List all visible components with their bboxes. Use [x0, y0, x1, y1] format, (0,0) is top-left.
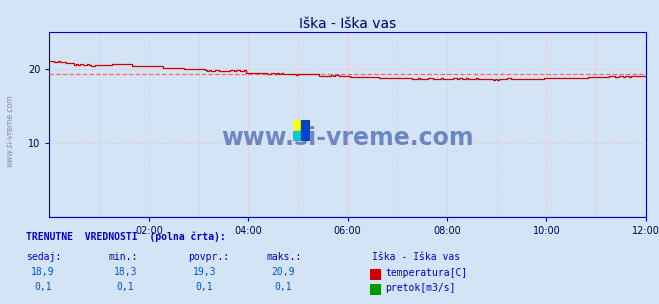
Text: 0,1: 0,1	[34, 282, 51, 292]
Title: Iška - Iška vas: Iška - Iška vas	[299, 17, 396, 31]
Text: 0,1: 0,1	[275, 282, 292, 292]
Text: sedaj:: sedaj:	[26, 252, 61, 262]
Text: pretok[m3/s]: pretok[m3/s]	[386, 283, 456, 293]
Text: povpr.:: povpr.:	[188, 252, 229, 262]
Text: maks.:: maks.:	[267, 252, 302, 262]
Text: Iška - Iška vas: Iška - Iška vas	[372, 252, 461, 262]
Text: min.:: min.:	[109, 252, 138, 262]
Text: www.si-vreme.com: www.si-vreme.com	[221, 126, 474, 150]
Text: 0,1: 0,1	[196, 282, 213, 292]
Bar	[293, 120, 302, 131]
Bar	[302, 120, 310, 141]
Text: 19,3: 19,3	[192, 267, 216, 277]
Bar	[293, 131, 302, 141]
Text: 18,3: 18,3	[113, 267, 137, 277]
Text: 20,9: 20,9	[272, 267, 295, 277]
Text: temperatura[C]: temperatura[C]	[386, 268, 468, 278]
Text: www.si-vreme.com: www.si-vreme.com	[5, 95, 14, 167]
Text: 18,9: 18,9	[31, 267, 55, 277]
Text: TRENUTNE  VREDNOSTI  (polna črta):: TRENUTNE VREDNOSTI (polna črta):	[26, 232, 226, 242]
Text: 0,1: 0,1	[117, 282, 134, 292]
